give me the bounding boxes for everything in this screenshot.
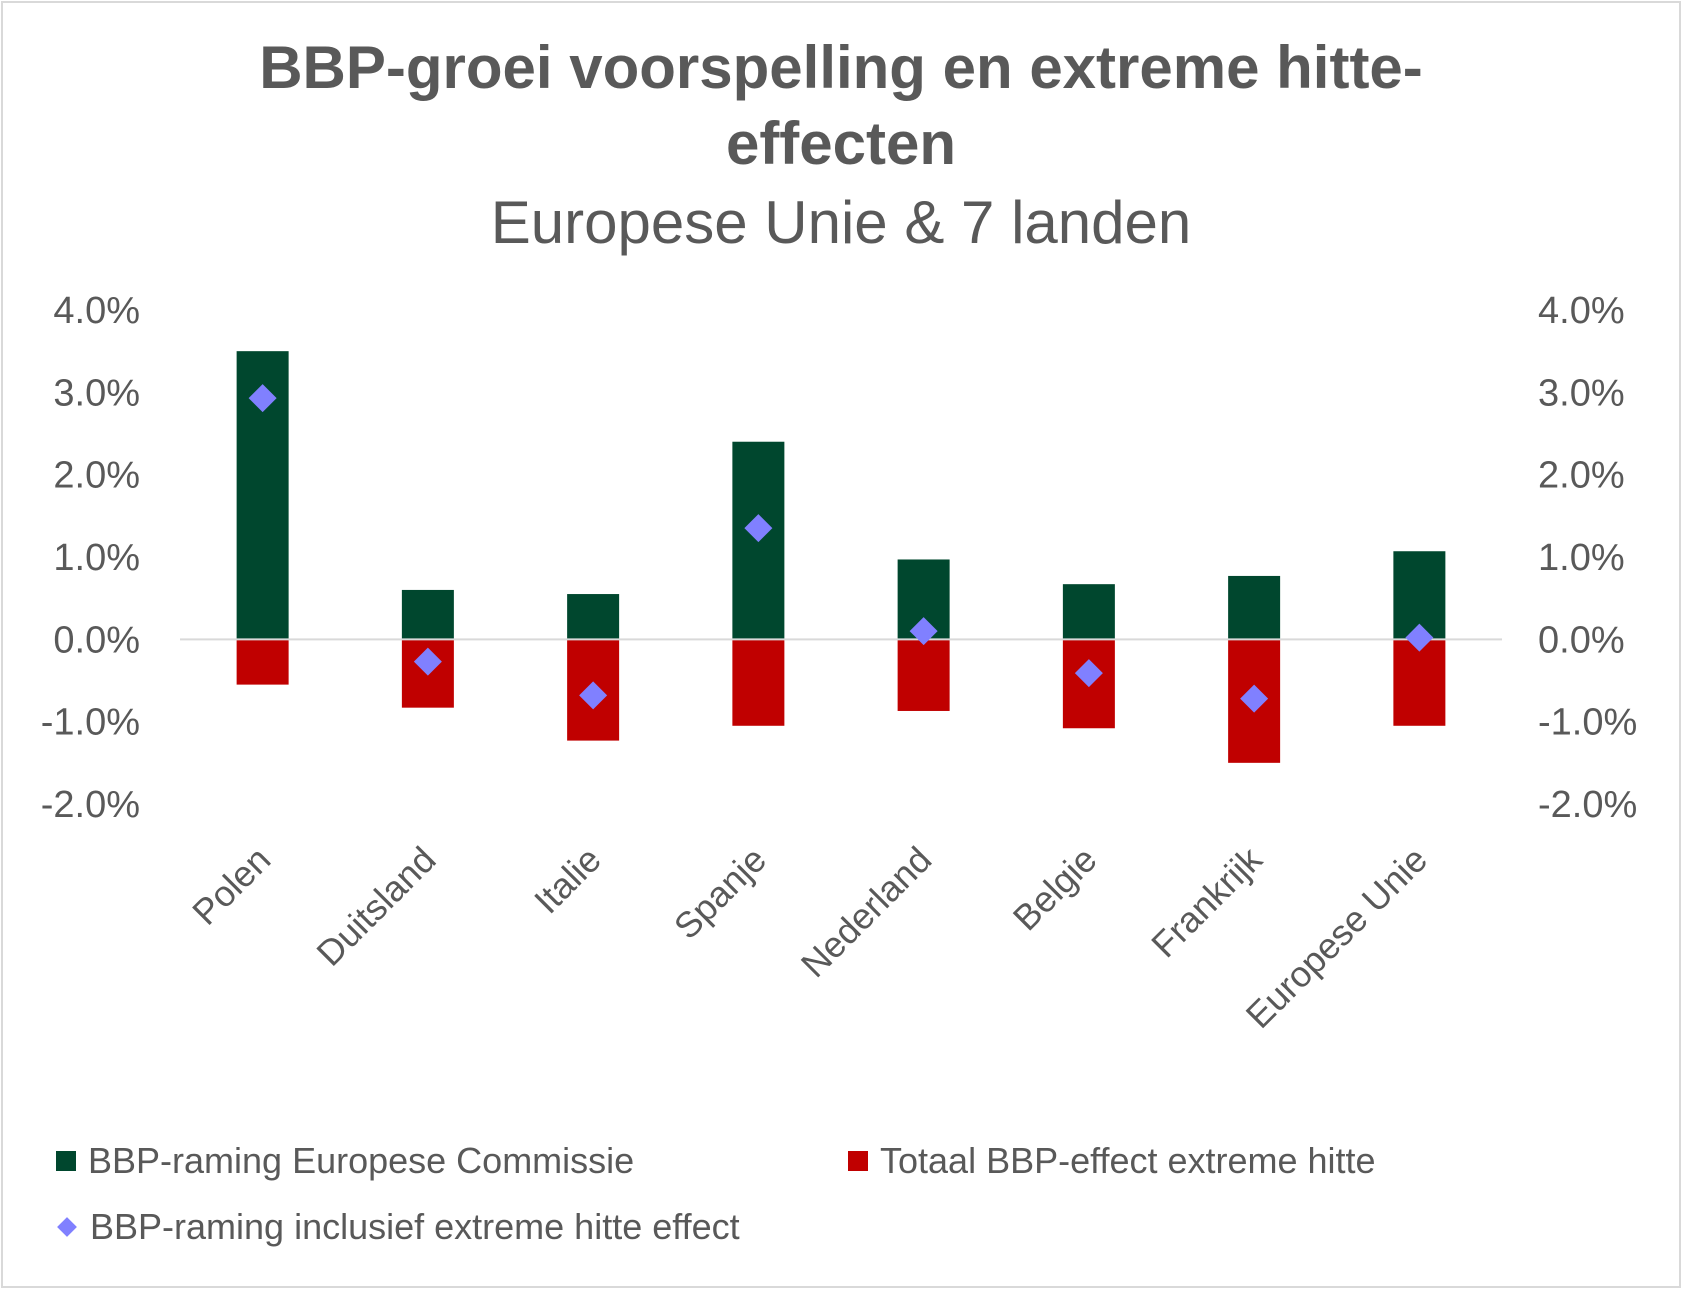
y-tick-right-5: -1.0%: [1538, 702, 1637, 744]
legend-diamond-icon: [57, 1217, 77, 1237]
legend-swatch-forecast: [56, 1151, 76, 1171]
y-tick-left-3: 1.0%: [53, 537, 140, 579]
marker-adjusted-0: [248, 384, 277, 413]
x-tick-label-0: Polen: [184, 839, 278, 933]
marker-adjusted-4: [909, 617, 938, 646]
marker-adjusted-5: [1074, 659, 1103, 688]
bar-heat-effect-3: [732, 639, 785, 726]
y-tick-right-6: -2.0%: [1538, 784, 1637, 826]
y-tick-right-1: 3.0%: [1538, 372, 1625, 414]
y-tick-right-4: 0.0%: [1538, 619, 1625, 661]
x-tick-label-4: Nederland: [793, 839, 939, 985]
y-tick-left-4: 0.0%: [53, 619, 140, 661]
x-tick-label-1: Duitsland: [308, 839, 443, 974]
y-tick-right-0: 4.0%: [1538, 290, 1625, 332]
bar-forecast-2: [567, 594, 620, 640]
bar-forecast-6: [1228, 575, 1281, 640]
legend-swatch-heat-effect: [848, 1151, 868, 1171]
legend-label-forecast: BBP-raming Europese Commissie: [88, 1140, 635, 1181]
chart-title-line1: BBP-groei voorspelling en extreme hitte-: [259, 34, 1423, 101]
bar-heat-effect-0: [236, 639, 289, 685]
series-forecast-bars: [236, 351, 1446, 640]
bar-forecast-5: [1062, 584, 1115, 640]
x-tick-label-5: Belgie: [1005, 839, 1105, 939]
legend-item-adjusted: BBP-raming inclusief extreme hitte effec…: [56, 1206, 740, 1248]
x-axis: Polen Duitsland Italie Spanje Nederland Belgi…: [184, 838, 1435, 1036]
chart-title-line2: effecten: [725, 110, 957, 177]
y-tick-left-0: 4.0%: [53, 290, 140, 332]
legend-item-heat-effect: Totaal BBP-effect extreme hitte: [848, 1140, 1376, 1182]
x-tick-label-6: Frankrijk: [1143, 838, 1270, 965]
x-tick-label-3: Spanje: [666, 839, 774, 947]
series-adjusted-markers: [248, 384, 1434, 713]
y-axis-left: 4.0% 3.0% 2.0% 1.0% 0.0% -1.0% -2.0%: [41, 290, 140, 826]
bar-forecast-1: [401, 589, 454, 640]
y-axis-right: 4.0% 3.0% 2.0% 1.0% 0.0% -1.0% -2.0%: [1538, 290, 1637, 826]
marker-adjusted-1: [413, 647, 442, 676]
chart-subtitle: Europese Unie & 7 landen: [490, 189, 1192, 256]
bar-heat-effect-7: [1393, 639, 1446, 726]
marker-adjusted-6: [1240, 684, 1269, 713]
legend-label-adjusted: BBP-raming inclusief extreme hitte effec…: [90, 1206, 740, 1247]
y-tick-left-1: 3.0%: [53, 372, 140, 414]
y-tick-left-5: -1.0%: [41, 702, 140, 744]
marker-adjusted-2: [579, 681, 608, 710]
bar-heat-effect-4: [897, 639, 950, 711]
y-tick-left-2: 2.0%: [53, 455, 140, 497]
chart-title: BBP-groei voorspelling en extreme hitte-…: [0, 30, 1682, 182]
x-tick-label-2: Italie: [526, 839, 609, 922]
marker-adjusted-3: [744, 514, 773, 543]
legend-label-heat-effect: Totaal BBP-effect extreme hitte: [880, 1140, 1376, 1181]
legend-item-forecast: BBP-raming Europese Commissie: [56, 1140, 634, 1182]
marker-adjusted-7: [1405, 623, 1434, 652]
y-tick-right-3: 1.0%: [1538, 537, 1625, 579]
y-tick-right-2: 2.0%: [1538, 455, 1625, 497]
y-tick-left-6: -2.0%: [41, 784, 140, 826]
